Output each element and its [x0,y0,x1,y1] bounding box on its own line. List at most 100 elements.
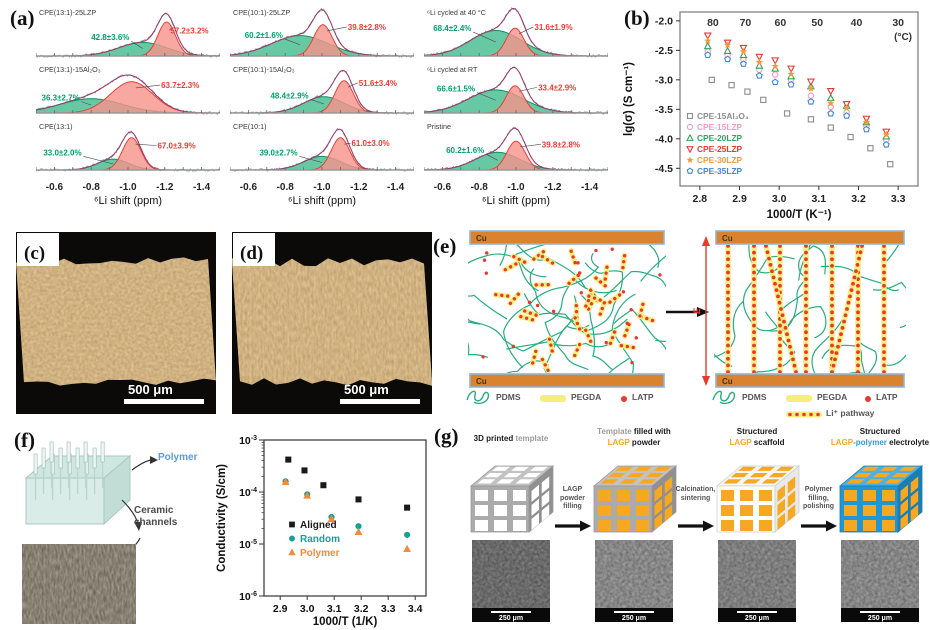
polygon-el [697,307,709,317]
circle-el [795,412,799,417]
rect-el [744,88,751,95]
rect-el [737,611,777,613]
line-el [473,31,496,43]
circle-el [588,339,593,343]
panel-f-conductivity-chart: 10-310-410-510-62.9 3.0 3.1 3.2 3.3 3.41000/T… [216,435,427,628]
circle-el [794,370,798,373]
circle-el [833,357,837,362]
polygon-el [882,141,890,148]
circle-el [765,250,770,255]
circle-el [482,258,487,262]
text-el: 48.4±2.9% [270,91,308,100]
circle-el [726,336,730,341]
circle-el [856,363,860,368]
circle-el [617,293,622,297]
text-el: 3.2 [851,193,866,205]
text-el: 66.6±1.5% [437,85,475,94]
step-title-segment: Template [597,427,634,436]
path-el [515,245,546,292]
circle-el [768,263,773,267]
text-el: -0.8 [277,182,295,193]
circle-el [804,336,808,341]
polygon-el [664,490,673,508]
text-el: -2.5 [655,45,673,57]
rect-el [807,116,815,123]
text-el: 3.4 [408,603,423,615]
polygon-el [882,130,890,138]
circle-el [540,357,545,362]
process-arrow-label: LAGP powder filling [560,486,585,510]
rect-el [475,490,488,501]
circle-el [830,263,834,268]
polygon-el [531,484,539,502]
circle-el [598,298,602,302]
text-el: CPE-20LZP [697,133,743,143]
polygon-el [530,466,549,471]
g-el [572,314,583,333]
circle-el [517,257,521,262]
step-title-segment: 3D printed [473,434,516,443]
circle-el [508,265,513,269]
circle-el [550,349,554,353]
polygon-el [872,473,891,478]
circle-el [816,412,820,417]
nmr-column-1: CPE(13:1)-25LZP 42.8±3.6% 57.2±3.2% CPE(13:… [36,6,220,207]
nmr-spectrum: ⁶Li cycled at RT 66.6±1.5% 33.4±2.9% [424,65,608,115]
circle-el [573,353,577,358]
g-el [492,291,511,299]
circle-el [577,327,582,331]
circle-el [785,332,789,337]
polygon-el [531,512,539,530]
path-el [584,262,624,332]
circle-el [512,297,517,301]
text-el: 250 μm [622,615,646,622]
rect-el [124,399,204,404]
circle-el [625,328,629,332]
line-el [344,142,351,145]
text-el: 33.4±2.9% [538,83,576,92]
circle-el [789,351,794,355]
polygon-el [503,473,522,478]
text-el: Random [300,534,340,545]
pdms-squiggle-icon [712,390,736,405]
circle-el [592,296,597,300]
polygon-el [787,504,796,522]
text-el: 51.6±3.4% [359,79,397,88]
sem-image: 250 μm [595,540,673,622]
g-el [468,245,666,373]
rect-el [404,504,411,511]
circle-el [780,313,785,318]
rect-el [472,540,550,608]
circle-el [777,300,782,305]
text-el: -1.2 [156,182,174,193]
polygon-el [653,466,672,471]
rect-el [759,490,772,501]
text-el: E [692,307,702,314]
circle-el [726,350,730,355]
text-el: -1.0 [507,182,525,193]
circle-el [726,277,730,282]
circle-el [882,370,886,373]
circle-el [837,338,842,343]
step-title-segment: LAGP [729,437,752,447]
circle-el [604,340,608,345]
circle-el [856,283,860,288]
g-el [618,342,637,351]
circle-el [752,323,756,328]
line-el [299,156,323,163]
circle-el [631,345,635,350]
circle-el [764,245,768,248]
circle-el [752,363,756,368]
circle-el [846,300,851,305]
rect-el [33,453,38,475]
polygon-el [742,479,761,484]
line-el [485,153,498,161]
circle-el [778,363,782,368]
cube-schematic [469,465,555,533]
circle-el [882,277,886,282]
rect-el [760,96,767,104]
circle-el [752,297,756,301]
rect-el [598,505,611,516]
rect-el [469,230,665,245]
